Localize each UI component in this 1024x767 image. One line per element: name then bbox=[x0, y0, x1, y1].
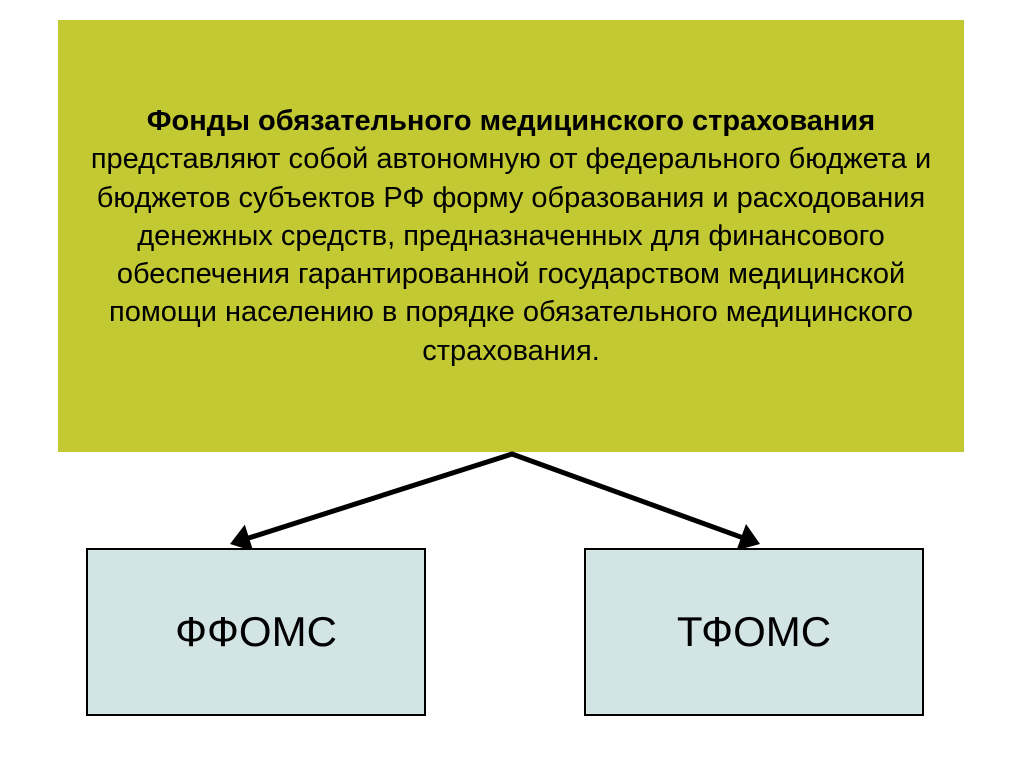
definition-text: Фонды обязательного медицинского страхов… bbox=[58, 90, 964, 382]
diagram-stage: Фонды обязательного медицинского страхов… bbox=[0, 0, 1024, 767]
tfoms-box: ТФОМС bbox=[584, 548, 924, 716]
definition-rest: представляют собой автономную от федерал… bbox=[91, 143, 931, 366]
definition-bold: Фонды обязательного медицинского страхов… bbox=[147, 105, 875, 137]
tfoms-label: ТФОМС bbox=[677, 608, 831, 656]
ffoms-box: ФФОМС bbox=[86, 548, 426, 716]
ffoms-label: ФФОМС bbox=[175, 608, 337, 656]
definition-box: Фонды обязательного медицинского страхов… bbox=[58, 20, 964, 452]
